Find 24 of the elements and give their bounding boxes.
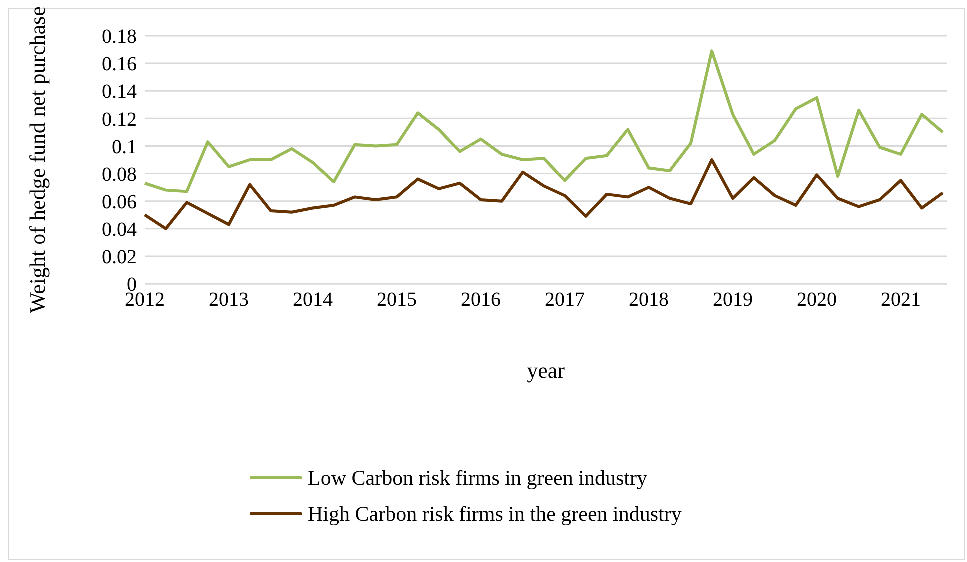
line-series — [144, 158, 944, 230]
x-tick-label: 2013 — [209, 289, 249, 312]
legend-label: Low Carbon risk firms in green industry — [308, 466, 648, 490]
x-axis-title: year — [527, 358, 566, 383]
y-tick-label: 0.08 — [102, 164, 137, 186]
y-tick-label: 0.14 — [102, 81, 137, 104]
y-tick-label: 0.04 — [102, 218, 137, 241]
line-series — [144, 50, 944, 194]
x-tick-label: 2017 — [545, 289, 585, 312]
y-tick-label: 0.1 — [112, 136, 137, 158]
y-tick-label: 0.02 — [102, 246, 137, 269]
y-tick-label: 0.18 — [102, 26, 137, 48]
x-tick-label: 2016 — [461, 289, 501, 312]
y-axis-title: Weight of hedge fund net purchase — [24, 6, 50, 314]
legend-label: High Carbon risk firms in the green industry — [308, 502, 682, 526]
x-tick-label: 2018 — [629, 289, 669, 312]
y-tick-label: 0.12 — [102, 108, 137, 131]
x-tick-label: 2020 — [797, 289, 837, 312]
x-tick-label: 2015 — [377, 289, 417, 312]
x-tick-label: 2014 — [293, 289, 333, 312]
x-tick-label: 2019 — [713, 289, 753, 312]
y-tick-label: 0.16 — [102, 54, 137, 76]
x-tick-label: 2021 — [881, 289, 921, 312]
y-tick-label: 0.06 — [102, 191, 137, 214]
